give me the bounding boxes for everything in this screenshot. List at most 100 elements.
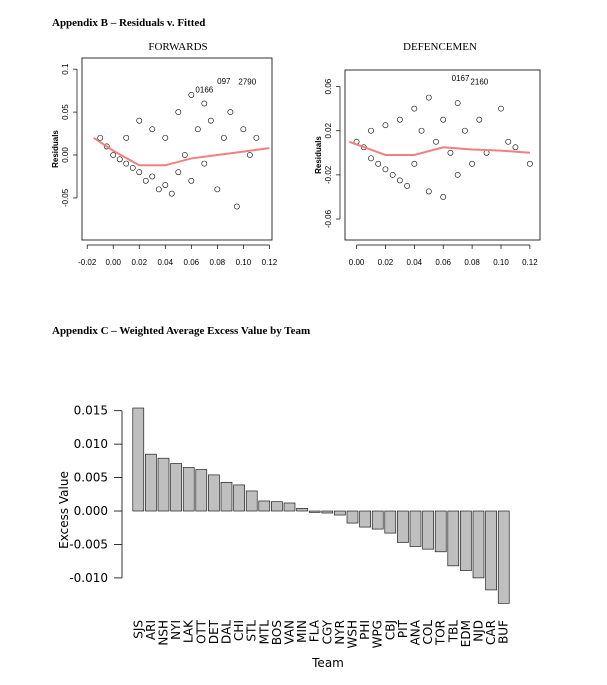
bar <box>220 481 233 512</box>
x-tick-label: MTL <box>257 620 271 645</box>
bar <box>397 510 409 543</box>
point <box>136 117 143 124</box>
plot-frame <box>81 57 273 241</box>
point <box>97 134 104 141</box>
x-tick-label: 0.00 <box>349 258 365 267</box>
point <box>188 177 195 184</box>
bar <box>321 510 334 514</box>
point <box>246 152 253 158</box>
x-tick-label: 0.06 <box>435 258 451 267</box>
x-tick-label: -0.02 <box>78 258 97 267</box>
y-axis-label: Residuals <box>314 136 323 174</box>
x-tick-label: CBJ <box>383 620 397 640</box>
point <box>175 109 182 115</box>
smooth-line <box>348 140 530 156</box>
point <box>440 194 447 200</box>
heading: Appendix C – Weighted Average Excess Val… <box>52 325 310 337</box>
x-tick-label: 0.10 <box>236 258 252 267</box>
point <box>396 116 403 123</box>
point <box>454 100 461 107</box>
point <box>253 134 260 141</box>
x-tick-label: DAL <box>220 620 234 644</box>
x-tick-label: NJD <box>472 620 486 642</box>
bar <box>271 501 283 512</box>
plot-title: DEFENCEMEN <box>403 41 477 53</box>
x-tick-label: 0.10 <box>493 258 509 267</box>
x-tick-label: 0.06 <box>184 258 200 267</box>
x-tick-label: DET <box>207 619 221 644</box>
bar <box>384 510 397 534</box>
point <box>162 134 169 141</box>
bar <box>157 457 170 512</box>
bar <box>245 490 258 512</box>
smooth-line <box>93 137 270 167</box>
y-axis-label: Residuals <box>51 130 60 168</box>
point <box>201 100 208 107</box>
y-tick-label: 0.010 <box>74 437 108 451</box>
bar <box>485 510 497 591</box>
bar <box>447 510 460 567</box>
point <box>425 188 432 195</box>
point <box>368 155 374 162</box>
x-tick-label: TBL <box>446 620 460 644</box>
bar <box>170 463 182 512</box>
bar <box>334 510 346 516</box>
bar <box>472 510 485 579</box>
annotation: 2160 <box>470 77 488 86</box>
point <box>396 177 403 184</box>
x-tick-label: BOS <box>270 620 284 645</box>
x-tick-label: VAN <box>283 620 297 645</box>
x-tick-label: ANA <box>409 619 423 645</box>
y-tick-label: 0.000 <box>74 504 108 518</box>
point <box>505 138 512 145</box>
x-tick-label: NYR <box>333 620 347 645</box>
point <box>382 122 389 129</box>
point <box>116 156 123 163</box>
x-tick-label: 0.00 <box>105 258 121 267</box>
x-tick-label: PHI <box>358 620 372 640</box>
point <box>469 160 476 167</box>
point <box>123 160 130 167</box>
point <box>389 171 396 178</box>
point <box>440 116 447 123</box>
y-tick-label: -0.02 <box>324 165 333 184</box>
point <box>129 164 136 171</box>
x-tick-label: OTT <box>194 619 208 644</box>
plot-frame <box>344 69 541 241</box>
x-tick-label: CGY <box>320 619 334 644</box>
point <box>168 190 175 197</box>
x-tick-label: PIT <box>396 619 410 638</box>
x-tick-label: 0.02 <box>378 258 394 267</box>
annotation: 097 <box>217 77 231 86</box>
bar <box>296 508 308 512</box>
bar <box>132 407 145 512</box>
x-tick-label: 0.12 <box>522 258 538 267</box>
x-tick-label: WSH <box>346 620 360 649</box>
point <box>181 152 188 158</box>
point <box>368 127 374 134</box>
point <box>162 182 169 188</box>
point <box>454 171 461 178</box>
point <box>447 149 454 156</box>
y-tick-label: 0.06 <box>324 78 333 94</box>
point <box>110 152 117 158</box>
bar <box>308 510 321 513</box>
x-tick-label: BUF <box>497 620 511 644</box>
x-tick-label: WPG <box>371 620 385 648</box>
x-tick-label: MIN <box>295 620 309 643</box>
point <box>382 166 389 173</box>
point <box>240 126 247 133</box>
bar <box>434 510 447 553</box>
y-tick-label: 0.05 <box>61 104 70 120</box>
bar <box>460 510 472 571</box>
y-tick-label: 0.1 <box>61 63 70 75</box>
plot-title: FORWARDS <box>148 41 207 53</box>
point <box>214 186 221 193</box>
bar <box>359 510 371 528</box>
bar <box>371 510 384 530</box>
point <box>220 134 227 141</box>
y-tick-label: 0.015 <box>74 404 108 418</box>
point <box>155 186 162 193</box>
point <box>411 105 418 112</box>
y-axis-label: Excess Value <box>57 471 71 549</box>
